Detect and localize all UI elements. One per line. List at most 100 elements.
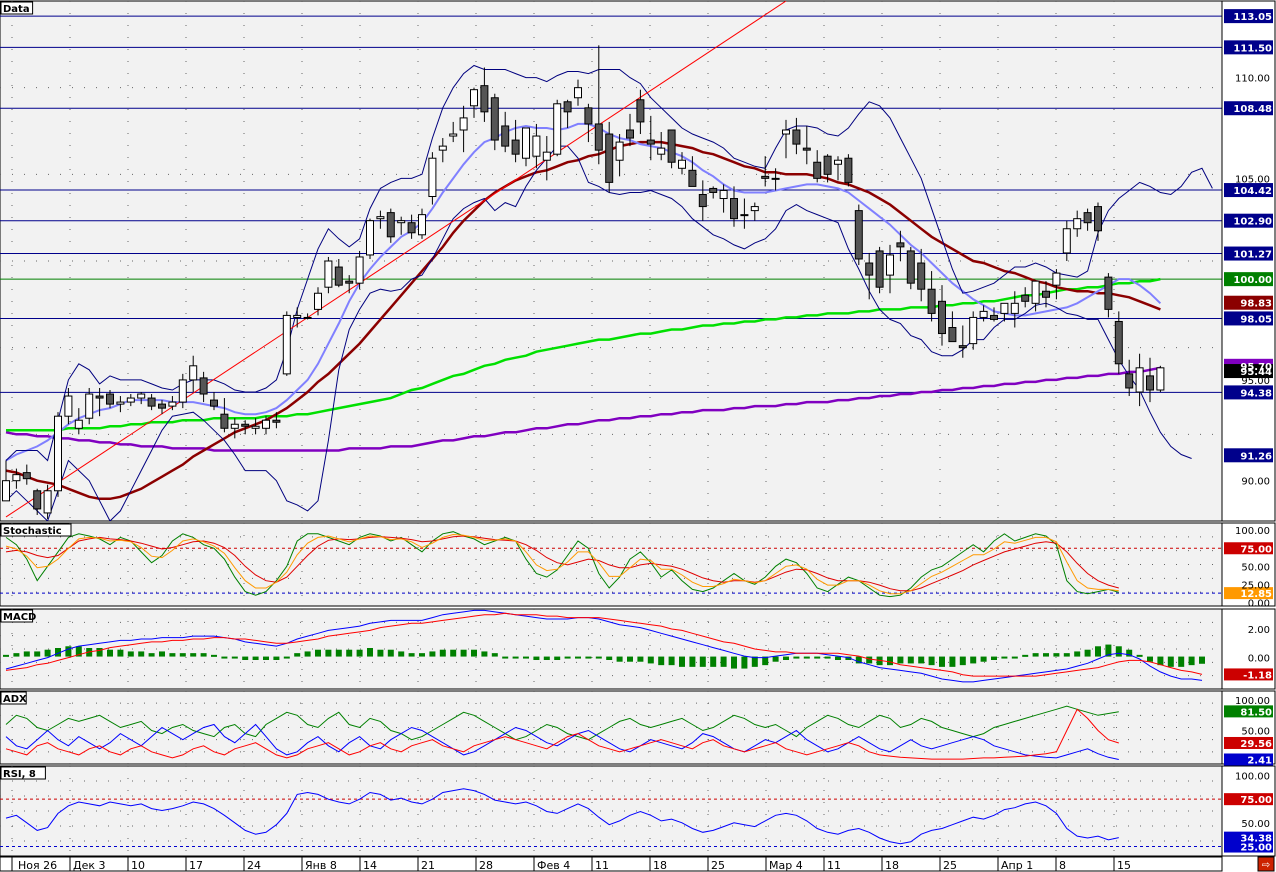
macd-histogram-bar [1084, 649, 1091, 657]
candle-body [917, 262, 926, 290]
indicator-tag [1224, 587, 1273, 600]
price-level-tag [1224, 183, 1273, 198]
price-level-tag [1224, 246, 1273, 261]
candle-body [938, 300, 946, 335]
macd-histogram-bar [23, 651, 30, 657]
macd-histogram-bar [575, 656, 581, 659]
candle-body [95, 395, 104, 399]
indicator-tag [1224, 736, 1273, 749]
panel-title-box [0, 523, 72, 537]
macd-histogram-bar [606, 656, 613, 660]
candle-body [1135, 367, 1144, 393]
macd-histogram-bar [814, 656, 821, 659]
macd-histogram-bar [918, 656, 925, 664]
macd-histogram-bar [1167, 656, 1174, 667]
macd-histogram-bar [637, 656, 644, 662]
macd-histogram-bar [627, 656, 633, 662]
x-tick-label: 8 [1059, 859, 1066, 872]
price-level-tag [1224, 40, 1273, 55]
macd-histogram-bar [1043, 653, 1049, 657]
macd-histogram-bar [554, 656, 561, 660]
macd-histogram-bar [741, 656, 748, 669]
macd-histogram-bar [346, 649, 353, 657]
x-tick-label: 17 [189, 859, 203, 872]
price-level-tag [1224, 101, 1273, 116]
candle-body [303, 316, 312, 319]
candle-body [969, 316, 978, 345]
candle-body [740, 214, 749, 217]
macd-histogram-bar [1105, 644, 1112, 657]
ma-purple-line [5, 366, 1161, 452]
y-tick-label: 105.00 [1235, 174, 1270, 185]
macd-histogram-bar [855, 656, 862, 664]
indicator-line-0 [5, 531, 1119, 598]
y-tick-label: 90.00 [1241, 477, 1270, 488]
macd-histogram-bar [117, 649, 124, 657]
macd-histogram-bar [939, 656, 945, 667]
candle-body [865, 262, 874, 276]
candle-body [709, 187, 718, 193]
macd-histogram-bar [460, 649, 467, 657]
macd-histogram-bar [419, 653, 425, 657]
candle-body [626, 129, 634, 139]
price-level-tag [1224, 385, 1273, 400]
panel-title-box [0, 691, 27, 705]
price-level-label: 94.38 [1240, 388, 1272, 399]
y-tick-label: 50.00 [1241, 819, 1270, 830]
candle-body [418, 214, 426, 236]
candle-body [480, 85, 489, 113]
candle-body [646, 139, 655, 145]
candle-body [896, 242, 905, 248]
candle-body [54, 415, 62, 492]
y-tick-label: 2.00 [1248, 625, 1270, 636]
panel-4 [0, 765, 1276, 857]
macd-histogram-bar [845, 656, 852, 660]
candle-body [33, 490, 42, 510]
macd-histogram-bar [491, 653, 498, 657]
candle-body [1156, 367, 1165, 391]
macd-histogram-bar [3, 654, 9, 657]
panel-1 [0, 522, 1276, 607]
panel-plot-area [0, 1, 1222, 521]
price-level-tag [1224, 9, 1273, 24]
panel-plot-area [5, 705, 1119, 760]
value-tag [1224, 364, 1273, 379]
macd-histogram-bar [1188, 656, 1195, 666]
macd-histogram-bar [398, 651, 405, 657]
candle-body [449, 133, 458, 137]
candle-body [979, 310, 988, 318]
candle-body [636, 99, 645, 123]
y-axis-area [1221, 690, 1276, 765]
macd-histogram-bar [616, 656, 623, 662]
macd-histogram-bar [564, 656, 571, 659]
candle-body [1104, 276, 1113, 310]
candle-body [407, 222, 416, 234]
x-tick-label: 24 [247, 859, 261, 872]
x-tick-label: Янв 8 [305, 859, 337, 872]
candle-body [241, 423, 250, 427]
price-level-label: 101.27 [1233, 250, 1272, 261]
indicator-tag-label: 75.00 [1240, 795, 1272, 806]
macd-histogram-bar [263, 656, 269, 660]
candle-body [1073, 218, 1082, 230]
macd-histogram-bar [127, 651, 134, 657]
candle-body [490, 97, 499, 141]
macd-histogram-bar [959, 656, 966, 666]
macd-histogram-bar [762, 656, 769, 666]
ma-darkred-line [5, 140, 1161, 501]
macd-histogram-bar [221, 656, 228, 659]
candle-body [1146, 375, 1154, 391]
macd-histogram-bar [751, 656, 758, 667]
macd-histogram-bar [75, 646, 82, 657]
macd-histogram-bar [471, 649, 477, 657]
candle-body [1052, 272, 1061, 286]
macd-histogram-bar [1032, 653, 1039, 657]
macd-histogram-bar [304, 651, 311, 657]
macd-histogram-bar [866, 656, 873, 664]
price-level-label: 113.05 [1233, 12, 1272, 23]
indicator-tag-label: -1.18 [1243, 670, 1272, 681]
y-tick-label: 50.00 [1241, 562, 1270, 573]
candle-body [334, 266, 343, 286]
scroll-arrow-button[interactable] [1257, 856, 1275, 872]
